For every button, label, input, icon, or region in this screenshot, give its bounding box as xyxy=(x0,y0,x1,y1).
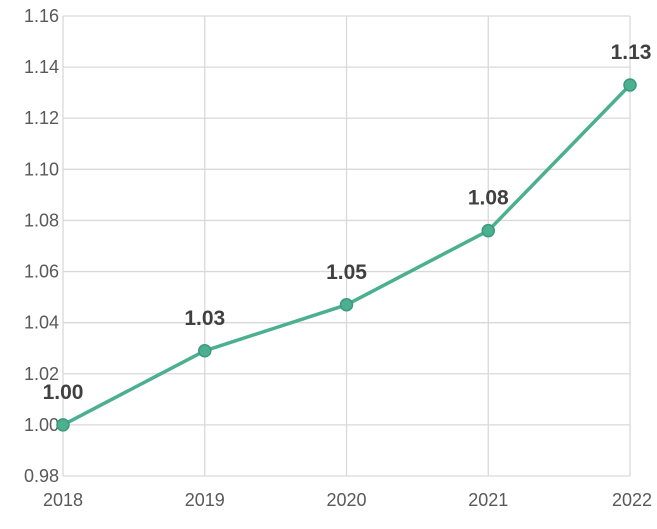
y-tick-label: 1.02 xyxy=(24,364,59,384)
data-label: 1.03 xyxy=(184,307,225,330)
y-tick-label: 1.00 xyxy=(24,415,59,435)
data-point xyxy=(198,344,212,358)
y-tick-label: 1.16 xyxy=(24,6,59,26)
x-tick-label: 2019 xyxy=(185,490,225,510)
y-tick-label: 1.08 xyxy=(24,210,59,230)
x-tick-label: 2020 xyxy=(326,490,366,510)
data-label: 1.13 xyxy=(611,41,652,64)
y-tick-label: 1.10 xyxy=(24,159,59,179)
x-tick-label: 2021 xyxy=(468,490,508,510)
data-point xyxy=(339,298,354,312)
y-tick-label: 1.04 xyxy=(24,313,59,333)
grid xyxy=(62,15,631,477)
data-point xyxy=(481,223,495,238)
data-point xyxy=(623,78,637,92)
y-tick-label: 1.14 xyxy=(24,57,59,77)
y-axis-tick-labels: 0.98 1.00 1.02 1.04 1.06 1.08 1.10 1.12 1.14 1.16 xyxy=(24,6,59,486)
y-tick-label: 0.98 xyxy=(24,466,59,486)
x-axis-tick-labels: 2018 2019 2020 2021 2022 xyxy=(43,490,652,510)
data-label: 1.05 xyxy=(326,261,367,284)
y-tick-label: 1.12 xyxy=(24,108,59,128)
data-labels: 1.00 1.03 1.05 1.08 1.13 xyxy=(43,41,652,404)
data-point xyxy=(56,418,70,432)
y-tick-label: 1.06 xyxy=(24,262,59,282)
data-label: 1.00 xyxy=(43,381,84,404)
data-label: 1.08 xyxy=(468,187,509,210)
series xyxy=(56,78,637,432)
x-tick-label: 2018 xyxy=(43,490,83,510)
x-tick-label: 2022 xyxy=(612,490,652,510)
